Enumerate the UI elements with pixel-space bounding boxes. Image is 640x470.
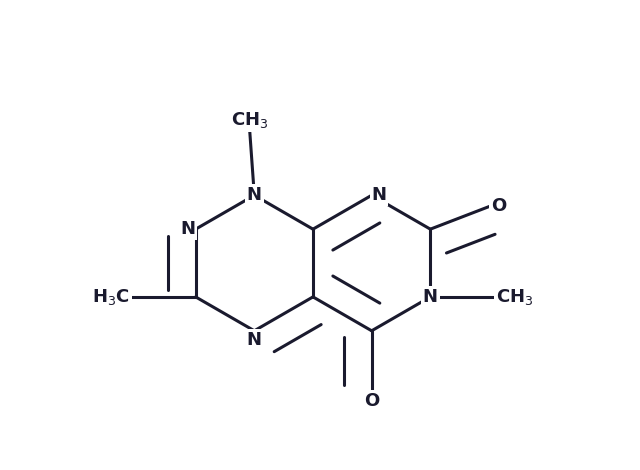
Text: N: N <box>423 288 438 306</box>
Text: O: O <box>364 392 380 409</box>
Text: N: N <box>180 220 196 238</box>
Text: N: N <box>247 331 262 349</box>
Text: CH$_3$: CH$_3$ <box>231 110 268 130</box>
Text: O: O <box>491 197 506 215</box>
Text: N: N <box>247 186 262 204</box>
Text: CH$_3$: CH$_3$ <box>496 287 533 307</box>
Text: N: N <box>372 186 387 204</box>
Text: H$_3$C: H$_3$C <box>92 287 130 307</box>
